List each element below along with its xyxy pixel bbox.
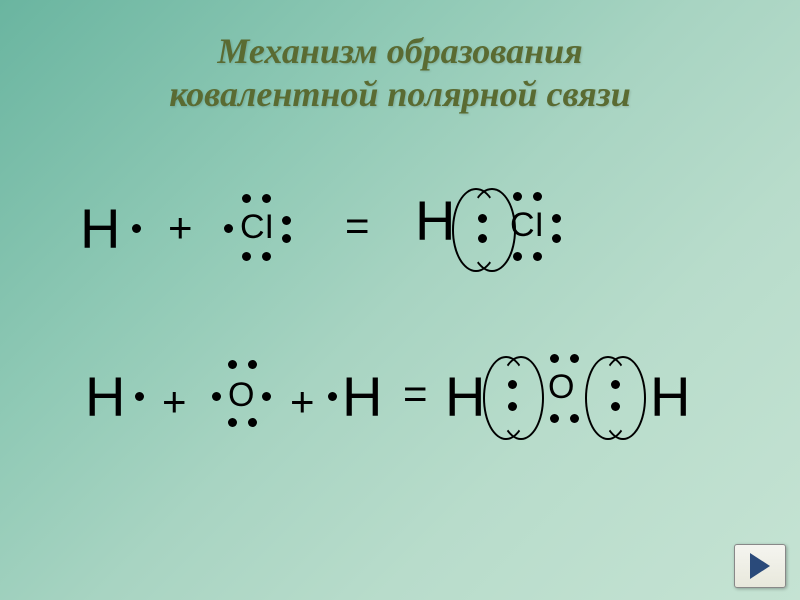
eq1-rcl-r2 <box>552 234 561 243</box>
eq1-rcl-r1 <box>552 214 561 223</box>
eq2-rhs-h1: Н <box>445 364 485 429</box>
eq1-lhs-h: H <box>80 196 120 261</box>
eq2-equals: = <box>403 370 428 418</box>
eq1-cl-dot-r2 <box>282 234 291 243</box>
eq1-rcl-b1 <box>513 252 522 261</box>
eq2-plus2: + <box>290 378 315 426</box>
title-line-2: ковалентной полярной связи <box>0 73 800 116</box>
eq2-o-t2 <box>248 360 257 369</box>
eq2-rhs-o: О <box>548 368 574 407</box>
eq1-plus: + <box>168 204 193 252</box>
eq2-ro-t2 <box>570 354 579 363</box>
eq2-o-t1 <box>228 360 237 369</box>
eq2-ro-b1 <box>550 414 559 423</box>
eq1-rhs-cl: СI <box>510 206 544 245</box>
eq1-lhs-cl: СI <box>240 208 274 247</box>
eq2-arc2r <box>600 356 646 440</box>
eq2-h2-dot <box>328 392 337 401</box>
play-icon <box>750 553 770 579</box>
eq1-arc-right <box>468 188 516 272</box>
eq1-cl-dot-t2 <box>262 194 271 203</box>
eq2-h1-dot <box>135 392 144 401</box>
eq2-plus1: + <box>162 378 187 426</box>
eq1-cl-dot-t1 <box>242 194 251 203</box>
eq1-rcl-t2 <box>533 192 542 201</box>
eq2-o-r <box>262 392 271 401</box>
eq1-equals: = <box>345 202 370 250</box>
eq2-ro-t1 <box>550 354 559 363</box>
eq1-cl-dot-r1 <box>282 216 291 225</box>
eq1-rhs-h: Н <box>415 188 455 253</box>
eq2-lhs-h2: Н <box>342 364 382 429</box>
eq1-lhs-h-dot <box>132 224 141 233</box>
eq2-lhs-h1: H <box>85 364 125 429</box>
eq2-ro-b2 <box>570 414 579 423</box>
eq1-rcl-t1 <box>513 192 522 201</box>
eq2-o-l <box>212 392 221 401</box>
eq2-rhs-h2: Н <box>650 364 690 429</box>
eq1-cl-dot-b1 <box>242 252 251 261</box>
title-block: Механизм образования ковалентной полярно… <box>0 0 800 116</box>
eq2-lhs-o: О <box>228 376 254 415</box>
next-slide-button[interactable] <box>734 544 786 588</box>
eq1-rcl-b2 <box>533 252 542 261</box>
eq2-o-b1 <box>228 418 237 427</box>
title-line-1: Механизм образования <box>0 30 800 73</box>
eq1-cl-dot-l <box>224 224 233 233</box>
eq2-arc1r <box>498 356 544 440</box>
diagram-area: H + СI = Н СI H + О + Н = Н <box>0 116 800 566</box>
eq1-cl-dot-b2 <box>262 252 271 261</box>
eq2-o-b2 <box>248 418 257 427</box>
